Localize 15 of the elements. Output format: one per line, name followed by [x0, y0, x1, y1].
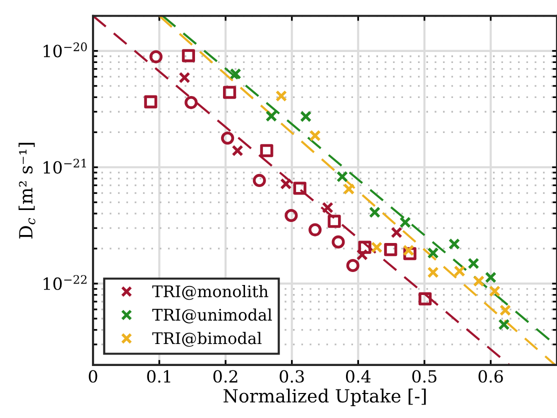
x-axis-title: Normalized Uptake [-] [224, 388, 426, 406]
x-tick-label: 0.3 [280, 370, 304, 383]
x-tick-label: 0.6 [478, 370, 503, 383]
y-tick-label: 10$^{−22}$ [44, 275, 86, 290]
legend-label: TRI@monolith [152, 285, 268, 300]
x-tick-label: 0.5 [412, 370, 436, 383]
x-tick-label: 0.1 [147, 370, 170, 383]
legend-label: TRI@bimodal [152, 332, 262, 347]
y-tick-label: 10$^{−21}$ [44, 158, 86, 174]
legend-label: TRI@unimodal [152, 308, 272, 324]
x-tick-label: 0.2 [213, 370, 238, 383]
y-tick-label: 10$^{−20}$ [44, 42, 87, 58]
x-tick-label: 0.4 [346, 370, 371, 383]
x-tick-label: 0 [88, 370, 98, 383]
y-axis-title: D$_{c}$ [m² s⁻¹] [18, 142, 36, 239]
